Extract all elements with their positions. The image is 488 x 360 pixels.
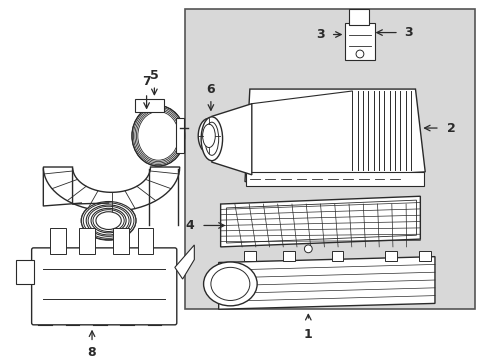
Ellipse shape xyxy=(201,117,222,161)
Ellipse shape xyxy=(210,267,249,301)
Bar xyxy=(176,118,183,153)
Polygon shape xyxy=(211,104,251,175)
Polygon shape xyxy=(175,245,194,279)
Ellipse shape xyxy=(81,202,136,240)
Bar xyxy=(79,228,95,254)
Bar xyxy=(331,251,343,261)
Ellipse shape xyxy=(202,124,215,148)
Text: 5: 5 xyxy=(150,69,159,82)
Polygon shape xyxy=(244,89,425,182)
Bar xyxy=(419,251,430,261)
Text: 2: 2 xyxy=(446,122,455,135)
Bar xyxy=(385,251,396,261)
Bar xyxy=(345,23,374,60)
Ellipse shape xyxy=(132,105,184,166)
Polygon shape xyxy=(16,260,34,284)
Bar xyxy=(245,172,424,185)
Polygon shape xyxy=(43,167,180,211)
Bar xyxy=(113,228,129,254)
Bar xyxy=(244,251,255,261)
Text: 3: 3 xyxy=(315,28,324,41)
Ellipse shape xyxy=(81,201,136,240)
Polygon shape xyxy=(220,196,420,247)
Ellipse shape xyxy=(203,262,257,306)
Bar xyxy=(138,228,153,254)
Bar xyxy=(283,251,294,261)
Bar xyxy=(348,9,368,25)
Ellipse shape xyxy=(198,118,219,153)
Text: 7: 7 xyxy=(142,75,151,88)
Text: 3: 3 xyxy=(404,26,412,39)
Circle shape xyxy=(304,245,311,253)
FancyBboxPatch shape xyxy=(32,248,177,325)
Text: 1: 1 xyxy=(304,328,312,341)
Text: 4: 4 xyxy=(184,219,193,232)
Polygon shape xyxy=(218,257,434,309)
Text: 6: 6 xyxy=(206,82,215,95)
Text: 8: 8 xyxy=(87,346,96,359)
Circle shape xyxy=(355,50,363,58)
Ellipse shape xyxy=(204,122,218,155)
Bar xyxy=(135,99,164,112)
Bar xyxy=(184,9,474,309)
Bar xyxy=(50,228,65,254)
